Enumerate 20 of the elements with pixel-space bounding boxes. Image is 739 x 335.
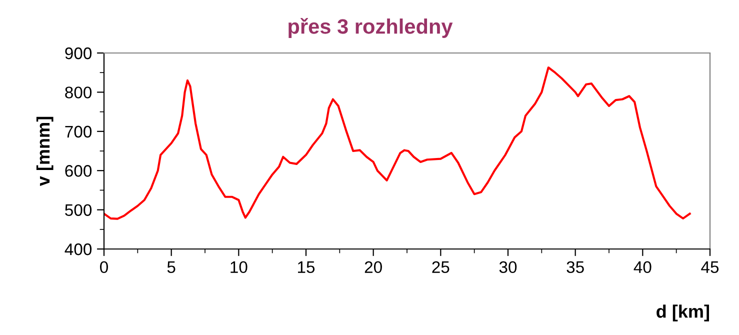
y-tick-label: 400 <box>64 243 92 256</box>
x-tick-label: 0 <box>100 261 108 274</box>
line-series <box>104 66 691 220</box>
y-tick-label: 500 <box>65 204 92 216</box>
chart-title: přes 3 rozhledny <box>288 18 453 38</box>
x-tick-label: 10 <box>230 261 248 274</box>
x-tick-label: 30 <box>499 261 517 274</box>
y-tick-label: 900 <box>65 47 92 60</box>
x-tick-label: 15 <box>298 261 315 274</box>
x-tick-label: 45 <box>701 261 719 274</box>
y-tick-label: 800 <box>65 86 92 98</box>
x-tick-label: 40 <box>634 261 652 274</box>
x-tick-label: 25 <box>432 261 450 274</box>
x-tick-label: 35 <box>566 261 584 274</box>
x-tick-label: 20 <box>364 261 382 274</box>
y-axis-title: v [mnm] <box>36 116 54 186</box>
y-tick-label: 600 <box>65 165 92 177</box>
y-tick-label: 700 <box>65 126 92 138</box>
x-axis-title: d [km] <box>656 304 709 322</box>
x-tick-label: 5 <box>167 261 176 274</box>
